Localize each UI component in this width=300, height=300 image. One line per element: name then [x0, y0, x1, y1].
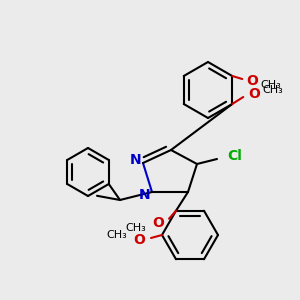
Text: O: O	[133, 233, 145, 247]
Text: O: O	[248, 87, 260, 101]
Text: O: O	[246, 74, 258, 88]
Text: O: O	[152, 216, 164, 230]
Text: CH₃: CH₃	[106, 230, 127, 240]
Text: Cl: Cl	[227, 149, 242, 163]
Text: CH₃: CH₃	[262, 85, 283, 95]
Text: N: N	[139, 188, 151, 202]
Text: N: N	[130, 153, 142, 167]
Text: CH₃: CH₃	[260, 80, 281, 90]
Text: CH₃: CH₃	[125, 223, 146, 233]
